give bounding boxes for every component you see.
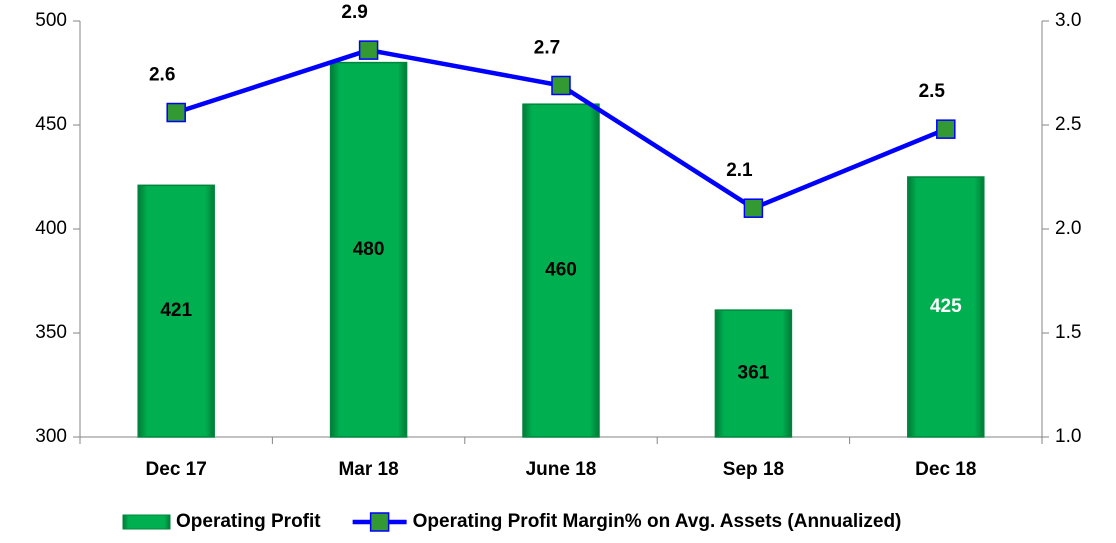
legend-swatch [122, 514, 171, 530]
bar [329, 61, 408, 438]
y-tick-label: 450 [35, 114, 67, 135]
bar-label: 425 [930, 296, 962, 317]
y2-tick-label: 1.5 [1055, 322, 1081, 343]
marker [358, 40, 379, 60]
y-tick-label: 400 [35, 218, 67, 239]
legend-marker [369, 512, 390, 532]
line-label: 2.1 [726, 160, 753, 181]
x-tick-label: June 18 [526, 459, 597, 480]
line-label: 2.7 [534, 37, 560, 58]
line-label: 2.9 [341, 2, 367, 23]
x-tick-label: Dec 17 [146, 459, 207, 480]
bar-label: 421 [160, 300, 192, 321]
x-tick-label: Sep 18 [723, 459, 784, 480]
y2-tick-label: 3.0 [1055, 10, 1081, 31]
bar [522, 103, 600, 438]
bar-label: 480 [353, 239, 385, 260]
bar [137, 184, 215, 438]
line-label: 2.6 [149, 65, 175, 86]
bar [714, 309, 793, 438]
bar-label: 460 [545, 260, 577, 281]
marker [743, 198, 764, 218]
marker [551, 75, 571, 96]
marker [936, 119, 956, 139]
legend-label: Operating Profit Margin% on Avg. Assets … [413, 511, 902, 532]
y2-tick-label: 2.0 [1055, 218, 1081, 239]
x-tick-label: Mar 18 [338, 459, 398, 480]
x-tick-label: Dec 18 [915, 459, 976, 480]
marker [166, 102, 186, 123]
y-tick-label: 300 [35, 426, 67, 447]
y2-tick-label: 1.0 [1055, 426, 1081, 447]
bar [907, 176, 985, 438]
legend-label: Operating Profit [176, 511, 321, 532]
y-tick-label: 500 [35, 10, 67, 31]
bar-label: 361 [738, 363, 770, 384]
y2-tick-label: 2.5 [1055, 114, 1081, 135]
line-label: 2.5 [919, 81, 946, 102]
y-tick-label: 350 [35, 322, 67, 343]
